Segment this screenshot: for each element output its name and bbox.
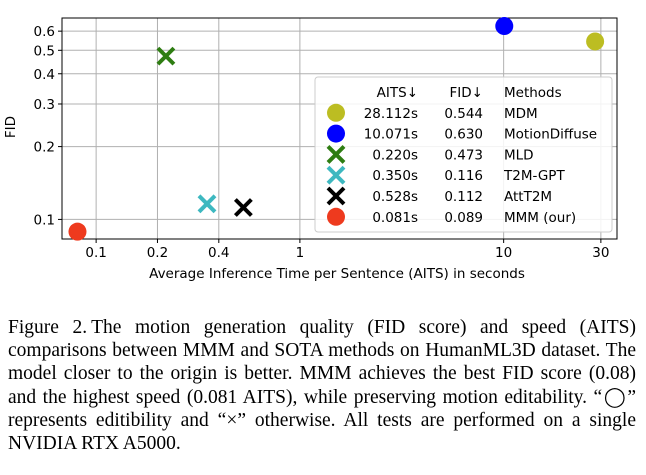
legend-aits-value: 28.112s: [364, 106, 418, 122]
y-tick-label: 0.1: [34, 212, 55, 228]
figure-caption: Figure 2. The motion generation quality (…: [8, 316, 636, 455]
legend-method-name: MotionDiffuse: [504, 127, 597, 143]
marker-attt2m-cross: [233, 198, 253, 217]
legend-box: [314, 76, 613, 233]
marker-motiondiffuse-circle: [495, 17, 514, 36]
legend-method-name: T2M-GPT: [503, 168, 565, 184]
marker-t2m-gpt-cross: [197, 194, 217, 214]
y-tick-label: 0.5: [34, 43, 55, 59]
marker-mmm-our--circle: [68, 222, 87, 241]
x-tick-label: 30: [592, 245, 609, 261]
legend-method-name: MDM: [504, 106, 538, 122]
y-tick-label: 0.3: [34, 97, 55, 113]
plot-area: [61, 17, 618, 240]
legend: AITS↓ FID↓ Methods 28.112s 0.544 MDM 10.071s 0.…: [314, 76, 613, 233]
axis-ticks: 0.1 0.2 0.4 1 10 30 0.1 0.2 0.3 0.4 0.5 0.6: [34, 24, 610, 261]
legend-fid-value: 0.116: [444, 168, 483, 184]
y-tick-label: 0.2: [34, 140, 55, 156]
marker-motiondiffuse-circle: [327, 124, 345, 143]
legend-method-name: AttT2M: [504, 189, 552, 205]
marker-mmm-our--circle: [327, 207, 345, 226]
y-tick-label: 0.6: [34, 24, 55, 40]
legend-fid-value: 0.473: [444, 147, 483, 163]
figure-caption-text: The motion generation quality (FID score…: [8, 317, 636, 455]
legend-header: FID↓: [450, 85, 483, 101]
x-tick-label: 0.1: [85, 245, 106, 261]
legend-fid-value: 0.630: [444, 127, 483, 143]
marker-mld-cross: [326, 144, 346, 164]
x-tick-label: 0.2: [147, 245, 168, 261]
scatter-chart: 0.1 0.2 0.4 1 10 30 0.1 0.2 0.3 0.4 0.5 0.6 Average…: [3, 17, 618, 282]
y-tick-label: 0.4: [34, 67, 55, 83]
data-points: [68, 17, 605, 241]
marker-attt2m-cross: [326, 186, 346, 206]
legend-aits-value: 10.071s: [364, 127, 418, 143]
legend-aits-value: 0.081s: [372, 210, 418, 226]
y-axis-label: FID: [3, 116, 19, 138]
legend-method-name: MLD: [504, 147, 534, 163]
legend-header: AITS↓: [377, 85, 418, 101]
legend-method-name: MMM (our): [504, 210, 576, 226]
legend-fid-value: 0.089: [444, 210, 483, 226]
legend-header: Methods: [504, 85, 562, 101]
marker-mld-cross: [156, 46, 176, 66]
x-tick-label: 1: [296, 245, 305, 261]
marker-t2m-gpt-cross: [326, 165, 346, 185]
legend-aits-value: 0.528s: [372, 189, 418, 205]
marker-mdm-circle: [586, 32, 605, 51]
figure-caption-label: Figure 2.: [8, 317, 88, 338]
x-tick-label: 10: [495, 245, 512, 261]
legend-aits-value: 0.220s: [372, 147, 418, 163]
x-tick-label: 0.4: [208, 245, 229, 261]
x-axis-label: Average Inference Time per Sentence (AIT…: [149, 266, 525, 282]
marker-mdm-circle: [327, 103, 345, 122]
legend-fid-value: 0.112: [444, 189, 483, 205]
legend-fid-value: 0.544: [444, 106, 483, 122]
legend-aits-value: 0.350s: [372, 168, 418, 184]
